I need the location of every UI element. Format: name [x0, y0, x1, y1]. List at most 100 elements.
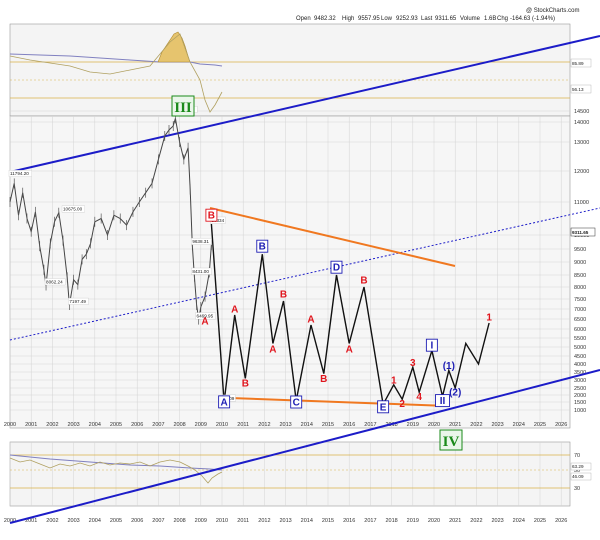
x-tick-label-bottom: 2024	[513, 518, 525, 524]
price-label-box	[68, 297, 89, 305]
wave-label: 3	[410, 358, 416, 369]
bottom-indicator-panel	[9, 441, 571, 507]
y-tick-label: 5000	[574, 345, 586, 351]
y-tick-label: 11000	[574, 200, 589, 206]
price-label-box	[8, 170, 32, 177]
wave-label-III: III	[171, 95, 195, 117]
x-tick-label: 2021	[449, 422, 461, 428]
y-tick-label: 7500	[574, 297, 586, 303]
y-tick-label: 3500	[574, 370, 586, 376]
price-label: 8431.00	[192, 269, 209, 274]
top-indicator: 85.89 56.13	[9, 31, 592, 113]
bottom-indicator-ma-line	[9, 454, 223, 471]
x-tick-label-bottom: 2026	[555, 518, 567, 524]
top-indicator-label-1: 85.89	[572, 61, 584, 66]
wave-label: B	[360, 275, 367, 286]
price-label-box	[191, 267, 212, 275]
y-tick-label: 6000	[574, 327, 586, 333]
wave-label-box	[425, 338, 438, 352]
y-tick-label: 8000	[574, 285, 586, 291]
x-tick-label: 2014	[301, 422, 313, 428]
open-label: Open	[296, 16, 311, 22]
high-value: 9557.95	[358, 16, 380, 22]
wave-label-box	[256, 239, 269, 253]
x-tick-label: 2012	[258, 422, 270, 428]
top-indicator-label-1-box	[570, 58, 592, 68]
grid-lines	[9, 110, 570, 506]
volume-value: 1.6B	[484, 16, 496, 22]
y-tick-label: 9500	[574, 247, 586, 253]
wave-label: 4	[416, 392, 422, 403]
wave-label: 2	[399, 399, 405, 410]
wave-label: 1	[391, 376, 397, 387]
price-label: 10334	[211, 218, 224, 223]
top-indicator-panel	[9, 23, 571, 117]
price-label: 9638.31	[192, 239, 209, 244]
x-tick-label-bottom: 2013	[279, 518, 291, 524]
wave-label: 1	[486, 313, 492, 324]
price-label: 10675.00	[63, 207, 83, 212]
price-label: 7197.49	[69, 299, 86, 304]
x-tick-label-bottom: 2019	[407, 518, 419, 524]
x-tick-label-bottom: 2004	[89, 518, 101, 524]
last-label: Last	[421, 16, 433, 22]
wave-label: D	[333, 263, 340, 274]
x-tick-label: 2016	[343, 422, 355, 428]
bottom-indicator-tick-70: 70	[574, 453, 580, 459]
triangle-lower-line	[229, 397, 449, 407]
wave-label-box	[435, 394, 450, 408]
x-tick-label-bottom: 2021	[449, 518, 461, 524]
price-label-box	[61, 205, 85, 213]
y-tick-label: 6500	[574, 317, 586, 323]
x-tick-label: 2019	[407, 422, 419, 428]
x-tick-label: 2010	[216, 422, 228, 428]
lower-channel-line	[9, 369, 600, 524]
x-tick-label: 2015	[322, 422, 334, 428]
x-tick-label-bottom: 2010	[216, 518, 228, 524]
upper-channel-line	[9, 35, 600, 173]
last-value: 9311.65	[435, 16, 457, 22]
bottom-indicator-tick-50: 50	[574, 468, 580, 474]
x-tick-label-bottom: 2006	[131, 518, 143, 524]
x-tick-label-bottom: 2014	[301, 518, 313, 524]
x-tick-label: 2007	[152, 422, 164, 428]
y-tick-label: 2000	[574, 393, 586, 399]
x-tick-label: 2025	[534, 422, 546, 428]
x-tick-label-bottom: 2025	[534, 518, 546, 524]
x-tick-label-bottom: 2001	[25, 518, 37, 524]
y-tick-label: 1500	[574, 400, 586, 406]
x-tick-label-bottom: 2003	[67, 518, 79, 524]
x-tick-label-bottom: 2008	[173, 518, 185, 524]
bottom-indicator-label-1: 63.29	[572, 464, 584, 469]
price-label-box	[44, 278, 66, 286]
x-tick-label-bottom: 2016	[343, 518, 355, 524]
bottom-indicator: 70 50 30 63.29 46.09	[9, 453, 592, 492]
top-indicator-line	[9, 33, 223, 113]
wave-label: A	[221, 397, 228, 408]
wave-label: B	[320, 374, 327, 385]
y-tick-label: 8500	[574, 273, 586, 279]
price-label: 8062.24	[46, 280, 63, 285]
x-tick-label: 2013	[279, 422, 291, 428]
wave-label: B	[259, 242, 266, 253]
wave-label-III-box	[171, 95, 195, 117]
x-tick-label: 2017	[364, 422, 376, 428]
price-label: 6469.95	[197, 314, 214, 319]
x-tick-label-bottom: 2012	[258, 518, 270, 524]
x-tick-label-bottom: 2002	[46, 518, 58, 524]
y-tick-label: 13000	[574, 140, 589, 146]
chg-value: -164.63 (-1.94%)	[510, 16, 555, 22]
y-tick-label: 4500	[574, 354, 586, 360]
y-tick-label: 7000	[574, 307, 586, 313]
wave-label-box	[218, 395, 231, 409]
bottom-indicator-tick-30: 30	[574, 486, 580, 492]
wave-label: A	[346, 344, 353, 355]
x-tick-label: 2000	[4, 422, 16, 428]
y-tick-label: 12000	[574, 169, 589, 175]
x-tick-label: 2024	[513, 422, 525, 428]
low-label: Low	[381, 16, 393, 22]
x-tick-label: 2009	[195, 422, 207, 428]
current-price-tag: 9311.65	[570, 227, 596, 237]
